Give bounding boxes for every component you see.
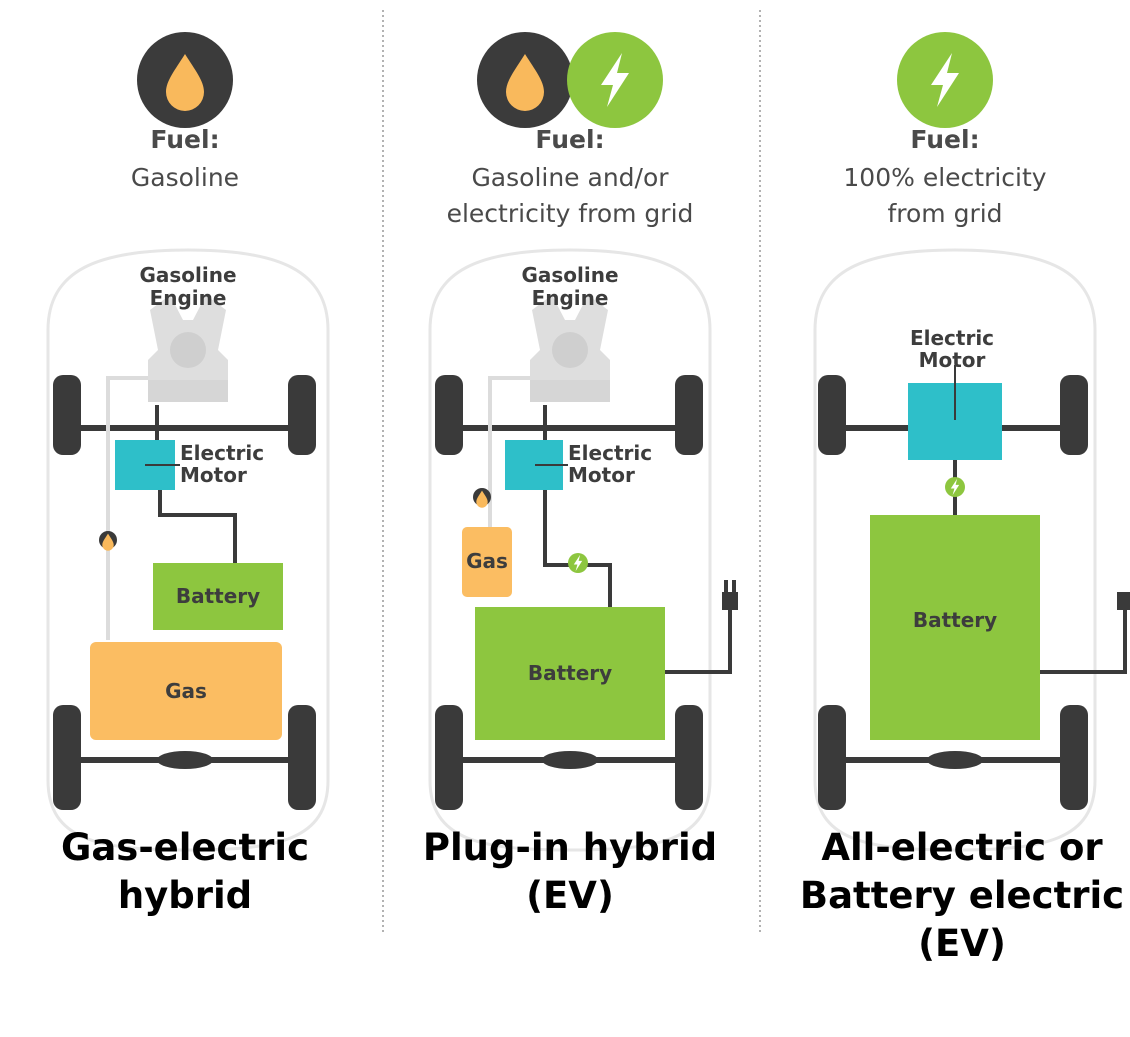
fuel-text: Gasoline and/or xyxy=(471,163,669,192)
battery-label: Battery xyxy=(176,584,260,608)
fuel-text: 100% electricity xyxy=(843,163,1046,192)
motor-label: Electric xyxy=(910,326,994,350)
motor-label: Electric xyxy=(568,441,652,465)
fuel-label: Fuel: xyxy=(535,125,604,154)
fuel-label: Fuel: xyxy=(910,125,979,154)
column-all-electric: Fuel: 100% electricity from grid Electri… xyxy=(800,32,1130,965)
gas-tank xyxy=(462,527,512,597)
fuel-text: electricity from grid xyxy=(447,199,694,228)
column-title: Gas-electric xyxy=(61,826,309,869)
battery xyxy=(153,563,283,630)
gas-label: Gas xyxy=(165,679,207,703)
column-title: (EV) xyxy=(526,874,614,917)
fuel-text: Gasoline xyxy=(131,163,239,192)
column-title: All-electric or xyxy=(821,826,1103,869)
engine-label: Engine xyxy=(150,286,227,310)
battery-label: Battery xyxy=(913,608,997,632)
battery xyxy=(870,515,1040,740)
gas-label: Gas xyxy=(466,549,508,573)
motor-label: Electric xyxy=(180,441,264,465)
column-title: (EV) xyxy=(918,922,1006,965)
gas-tank xyxy=(90,642,282,740)
motor-label: Motor xyxy=(919,348,986,372)
column-title: Plug-in hybrid xyxy=(423,826,717,869)
fuel-label: Fuel: xyxy=(150,125,219,154)
motor-label: Motor xyxy=(180,463,247,487)
column-plug-in: Fuel: Gasoline and/or electricity from g… xyxy=(423,32,738,917)
engine-label: Engine xyxy=(532,286,609,310)
engine-label: Gasoline xyxy=(521,263,618,287)
battery-label: Battery xyxy=(528,661,612,685)
column-gas-hybrid: Fuel: Gasoline Gasoline Engine Electric … xyxy=(46,32,330,917)
motor-label: Motor xyxy=(568,463,635,487)
battery xyxy=(475,607,665,740)
fuel-text: from grid xyxy=(887,199,1002,228)
column-title: Battery electric xyxy=(800,874,1124,917)
engine-label: Gasoline xyxy=(139,263,236,287)
column-title: hybrid xyxy=(118,874,252,917)
